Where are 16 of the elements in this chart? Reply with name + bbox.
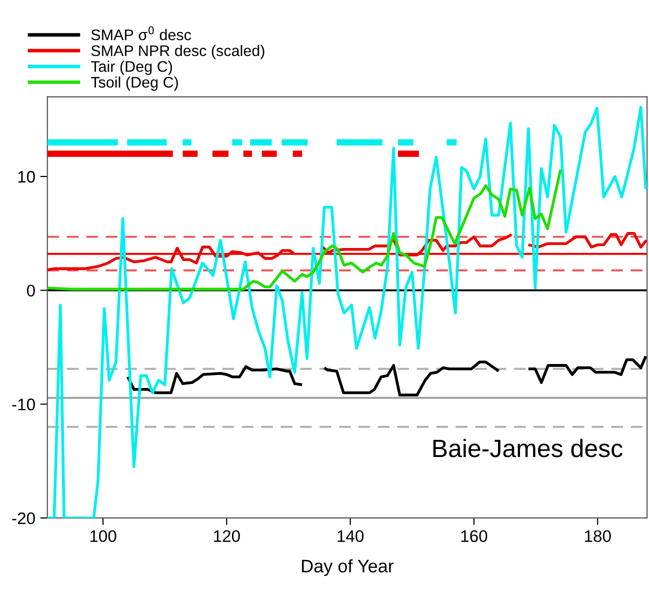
y-tick-label: 0: [26, 284, 35, 297]
x-tick-label: 140: [338, 530, 364, 542]
legend-label: SMAP σ$^{0}$ desc: [91, 26, 192, 40]
x-tick-label: 100: [90, 530, 116, 542]
x-tick-label: 180: [584, 530, 611, 542]
legend-label: SMAP NPR desc (scaled): [91, 44, 264, 60]
legend-label: Tair (Deg C): [90, 60, 172, 75]
x-tick-label: 160: [461, 530, 488, 542]
line-series: [47, 168, 562, 291]
y-tick-label: 10: [18, 170, 35, 183]
x-tick-label: 120: [214, 530, 240, 542]
legend-label: Tsoil (Deg C): [90, 76, 178, 91]
y-tick-label: -10: [12, 398, 35, 410]
y-tick-label: -20: [12, 512, 35, 524]
annotation: Baie-James desc: [433, 438, 622, 458]
x-axis-title: Day of Year: [302, 559, 394, 576]
